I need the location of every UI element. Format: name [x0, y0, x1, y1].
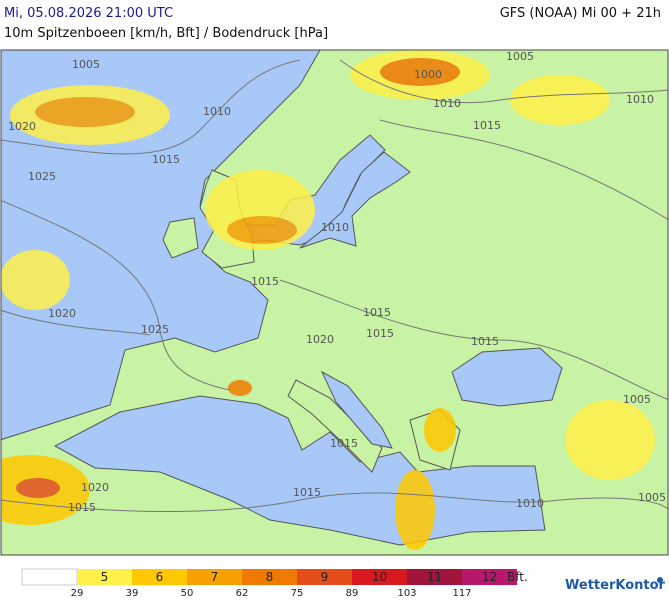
legend-swatch	[77, 569, 132, 585]
legend-bft: 7	[211, 570, 219, 584]
map-frame	[0, 49, 669, 556]
legend-bft: 9	[321, 570, 329, 584]
isobar-label: 1015	[363, 306, 391, 319]
sea-adriatic	[320, 370, 393, 449]
sea-black	[451, 347, 563, 407]
legend-bft: 6	[156, 570, 164, 584]
isobar-label: 1015	[471, 335, 499, 348]
isobar-label: 1015	[330, 437, 358, 450]
isobar-label: 1020	[81, 481, 109, 494]
isobar-label: 1005	[506, 50, 534, 63]
isobar-label: 1005	[623, 393, 651, 406]
legend-swatch	[462, 569, 517, 585]
isobar-label: 1015	[251, 275, 279, 288]
legend-swatch	[187, 569, 242, 585]
isobar-label: 1005	[72, 58, 100, 71]
legend-bft: 11	[427, 570, 442, 584]
isobar-label: 1015	[293, 486, 321, 499]
legend-threshold: 75	[291, 588, 304, 599]
title-right: GFS (NOAA) Mi 00 + 21h	[499, 6, 661, 21]
legend-threshold: 103	[397, 588, 416, 599]
legend-unit: Bft.	[507, 570, 528, 584]
isobar-label: 1010	[203, 105, 231, 118]
legend-threshold: 50	[181, 588, 194, 599]
isobars	[1, 59, 668, 513]
legend-swatch	[132, 569, 187, 585]
land-ireland	[162, 217, 199, 259]
legend-threshold: 117	[452, 588, 471, 599]
legend-bft: 8	[266, 570, 274, 584]
isobar-label: 1000	[414, 68, 442, 81]
isobar-label: 1020	[48, 307, 76, 320]
land-italy	[287, 379, 383, 473]
legend-swatch	[407, 569, 462, 585]
logo-icon	[657, 577, 663, 583]
legend-bft: 5	[101, 570, 109, 584]
isobar-label: 1020	[306, 333, 334, 346]
subtitle: 10m Spitzenboeen [km/h, Bft] / Bodendruc…	[4, 26, 329, 41]
legend-swatch	[242, 569, 297, 585]
isobar-label: 1015	[68, 501, 96, 514]
isobar-label: 1015	[152, 153, 180, 166]
isobar-label: 1010	[433, 97, 461, 110]
legend-threshold: 39	[126, 588, 139, 599]
isobar-labels: 1005 1010 1020 1015 1025 1020 1025 1015 1010 1000…	[8, 50, 666, 514]
isobar-label: 1010	[626, 93, 654, 106]
legend-bft: 10	[372, 570, 387, 584]
legend-threshold: 62	[236, 588, 249, 599]
isobar-label: 1015	[366, 327, 394, 340]
isobar-label: 1025	[28, 170, 56, 183]
isobar-label: 1010	[321, 221, 349, 234]
isobar-label: 1015	[473, 119, 501, 132]
title-left: Mi, 05.08.2026 21:00 UTC	[4, 6, 174, 21]
logo: WetterKontor	[565, 578, 666, 593]
legend-blank	[21, 568, 78, 586]
wind-areas	[1, 50, 655, 550]
sea-baltic	[299, 151, 411, 249]
legend-threshold: 89	[346, 588, 359, 599]
legend-threshold: 29	[71, 588, 84, 599]
isobar-label: 1025	[141, 323, 169, 336]
legend-bft: 12	[482, 570, 497, 584]
legend-swatch	[297, 569, 352, 585]
legend-swatch	[352, 569, 407, 585]
map-area: 1005 1010 1020 1015 1025 1020 1025 1015 1010 1000…	[1, 50, 668, 555]
isobar-label: 1005	[638, 491, 666, 504]
isobar-label: 1010	[516, 497, 544, 510]
isobar-label: 1020	[8, 120, 36, 133]
